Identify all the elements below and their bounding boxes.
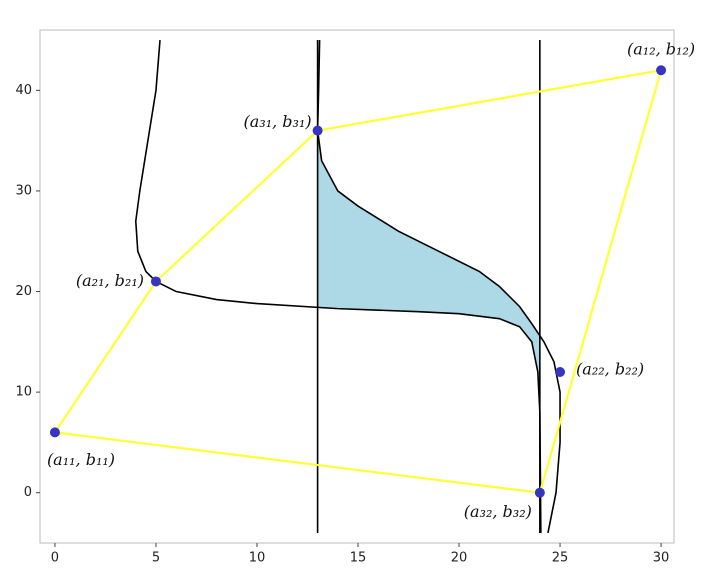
point-label: (a₁₂, b₁₂)	[627, 40, 695, 59]
polygon	[54, 68, 663, 494]
point-label: (a₁₁, b₁₁)	[47, 450, 115, 469]
point	[534, 487, 545, 498]
curve	[316, 40, 561, 534]
point	[312, 125, 323, 136]
x-tick-label: 15	[350, 551, 367, 566]
x-tick-label: 5	[152, 551, 160, 566]
y-tick-label: 30	[15, 183, 32, 198]
y-tick-label: 0	[24, 485, 32, 500]
y-tick-label: 10	[15, 385, 32, 400]
x-tick-label: 20	[451, 551, 468, 566]
x-tick-label: 10	[249, 551, 266, 566]
y-tick-label: 40	[15, 83, 32, 98]
shaded-region	[317, 130, 540, 413]
plot-frame	[39, 29, 675, 544]
curve	[134, 39, 542, 533]
point	[49, 427, 60, 438]
point	[150, 276, 161, 287]
point-label: (a₃₁, b₃₁)	[244, 112, 312, 131]
y-tick-label: 20	[15, 284, 32, 299]
x-tick-label: 30	[653, 551, 670, 566]
point	[555, 367, 566, 377]
x-tick-label: 25	[552, 551, 569, 566]
point-label: (a₂₂, b₂₂)	[576, 360, 644, 379]
point-label: (a₂₁, b₂₁)	[76, 271, 144, 290]
x-tick-label: 0	[51, 551, 59, 566]
point-label: (a₃₂, b₃₂)	[464, 502, 532, 521]
point	[656, 65, 667, 76]
